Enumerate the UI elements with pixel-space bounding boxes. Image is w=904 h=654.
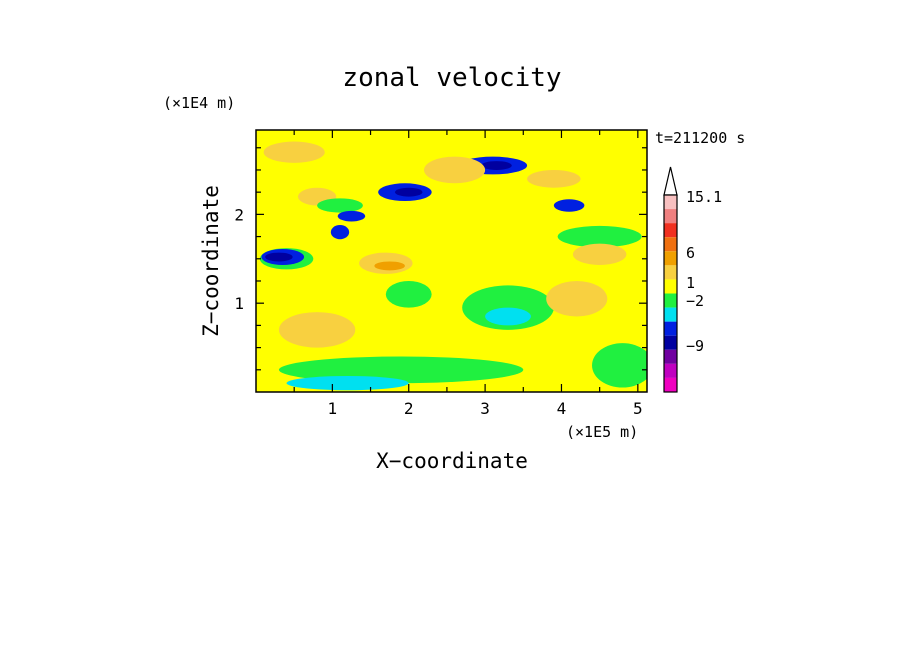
colorbar-level-13 <box>664 377 677 392</box>
colorbar: 15.1 6 1−2 −9 <box>663 166 722 393</box>
contour-patch-21 <box>263 141 325 163</box>
colorbar-level-4 <box>664 251 677 266</box>
x-unit-label: (×1E5 m) <box>566 423 638 441</box>
colorbar-level-1 <box>664 209 677 224</box>
colorbar-level-2 <box>664 223 677 238</box>
x-tick-label-2: 3 <box>480 399 490 418</box>
x-axis: 1 2 3 4 5 <box>293 130 643 418</box>
x-tick-label-4: 5 <box>633 399 643 418</box>
plot-frame <box>255 129 648 393</box>
contour-patch-20 <box>424 156 486 184</box>
x-axis-label: X−coordinate <box>376 449 528 473</box>
contour-patch-10 <box>481 161 512 170</box>
colorbar-label-4: −9 <box>686 337 704 355</box>
contour-patch-23 <box>286 376 409 391</box>
contour-patch-2 <box>265 252 293 262</box>
contour-patch-15 <box>374 261 405 271</box>
colorbar-label-3: −2 <box>686 292 704 310</box>
x-tick-label-1: 2 <box>404 399 414 418</box>
colorbar-level-9 <box>664 321 677 336</box>
time-label: t=211200 s <box>655 129 745 147</box>
contour-patch-12 <box>557 225 642 248</box>
colorbar-level-8 <box>664 307 677 322</box>
colorbar-level-6 <box>664 279 677 294</box>
contour-patch-13 <box>572 243 627 265</box>
contour-patch-4 <box>317 198 363 213</box>
y-axis-label: Z−coordinate <box>199 185 223 337</box>
contour-patch-16 <box>278 312 356 348</box>
colorbar-top-arrow <box>663 166 678 196</box>
colorbar-level-12 <box>664 363 677 378</box>
contour-patch-24 <box>592 343 647 388</box>
contour-patch-11 <box>553 199 585 212</box>
y-unit-label: (×1E4 m) <box>163 94 235 112</box>
contour-patch-6 <box>337 210 366 222</box>
contour-patch-18 <box>485 307 531 326</box>
contour-patch-17 <box>462 285 554 330</box>
colorbar-level-7 <box>664 293 677 308</box>
plot-area <box>255 129 648 393</box>
y-tick-label-1: 2 <box>234 205 244 224</box>
velocity-field <box>259 141 647 391</box>
colorbar-label-2: 1 <box>686 274 695 292</box>
y-axis: 12 <box>234 147 647 371</box>
contour-patch-19 <box>546 280 608 317</box>
x-tick-label-0: 1 <box>328 399 338 418</box>
colorbar-level-0 <box>664 195 677 210</box>
colorbar-frame <box>663 194 678 393</box>
colorbar-label-0: 15.1 <box>686 188 722 206</box>
colorbar-level-5 <box>664 265 677 280</box>
x-tick-label-3: 4 <box>557 399 567 418</box>
y-tick-label-0: 1 <box>234 294 244 313</box>
colorbar-level-3 <box>664 237 677 252</box>
contour-patch-26 <box>527 169 581 188</box>
chart-title: zonal velocity <box>342 63 561 93</box>
contour-patch-25 <box>385 280 432 308</box>
contour-patch-8 <box>394 187 423 197</box>
colorbar-level-11 <box>664 349 677 364</box>
colorbar-label-1: 6 <box>686 244 695 262</box>
contour-patch-5 <box>330 225 350 240</box>
colorbar-level-10 <box>664 335 677 350</box>
